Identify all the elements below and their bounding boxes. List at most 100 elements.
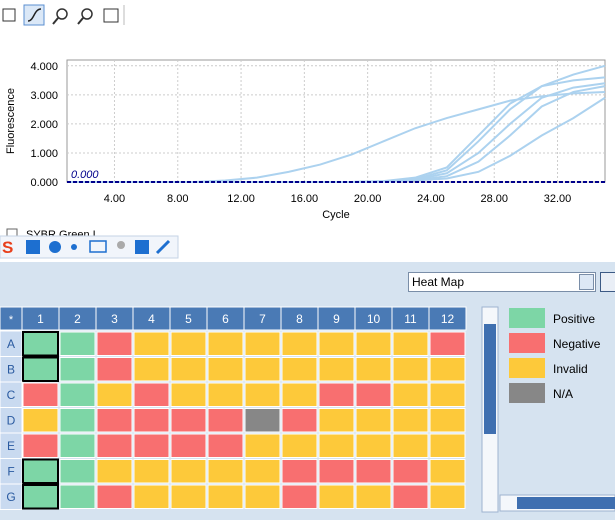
y-tick-label: 3.000: [30, 90, 58, 102]
well-cell: [281, 357, 318, 382]
well-cell: [96, 331, 133, 356]
well-cell: [170, 459, 207, 484]
well-cell: [318, 357, 355, 382]
column-label: 4: [148, 312, 155, 326]
well-cell: [318, 433, 355, 458]
well-cell: [281, 459, 318, 484]
heatmap: * 1 2 3 4 5 6 7 8 9 10 11 12ABCDEFGPositiveNegativeI…: [0, 306, 615, 513]
y-tick-label: 0.000: [30, 177, 58, 189]
y-tick-label: 4.000: [30, 61, 58, 73]
well-cell: [392, 357, 429, 382]
well-cell: [170, 408, 207, 433]
well-cell: [281, 331, 318, 356]
well-cell: [96, 459, 133, 484]
well-cell: [59, 484, 96, 509]
v-scroll-thumb[interactable]: [484, 324, 496, 434]
well-cell: [133, 484, 170, 509]
zoom-handle: [77, 17, 84, 25]
well-cell: [207, 433, 244, 458]
well-cell: [22, 484, 59, 510]
well-cell: [392, 382, 429, 407]
well-cell: [170, 433, 207, 458]
well-cell: [133, 357, 170, 382]
legend-tool[interactable]: [103, 8, 119, 23]
well-cell: [429, 484, 466, 509]
legend-label: Negative: [553, 337, 601, 351]
column-label: 9: [333, 312, 340, 326]
well-cell: [244, 357, 281, 382]
zoom-out-tool[interactable]: [81, 8, 93, 20]
well-cell: [429, 408, 466, 433]
well-cell: [96, 408, 133, 433]
well-cell: [22, 356, 59, 382]
row-label: F: [7, 465, 14, 479]
well-cell: [392, 433, 429, 458]
well-cell: [207, 357, 244, 382]
well-cell: [355, 408, 392, 433]
x-tick-label: 4.00: [104, 193, 125, 205]
column-label: 1: [37, 312, 44, 326]
x-tick-label: 32.00: [544, 193, 572, 205]
legend-label: Invalid: [553, 362, 588, 376]
h-scroll-thumb[interactable]: [517, 497, 615, 509]
well-cell: [22, 458, 59, 484]
well-cell: [281, 433, 318, 458]
well-cell: [59, 408, 96, 433]
plot-area: [66, 59, 606, 183]
threshold-label: 0.000: [71, 169, 99, 181]
view-dropdown[interactable]: Heat Map: [408, 272, 596, 292]
x-tick-label: 12.00: [227, 193, 255, 205]
well-cell: [133, 459, 170, 484]
column-label: 2: [74, 312, 81, 326]
dropdown-arrow[interactable]: [579, 274, 594, 290]
well-cell: [22, 408, 59, 433]
x-axis-label: Cycle: [322, 209, 350, 221]
x-tick-label: 20.00: [354, 193, 382, 205]
zoom-handle: [52, 17, 59, 25]
well-cell: [318, 484, 355, 509]
well-cell: [281, 484, 318, 509]
well-cell: [96, 484, 133, 509]
well-cell: [96, 357, 133, 382]
plot: 0.000 1.000 2.000 3.000 4.000 4.00 8.00 12.00 16…: [30, 60, 606, 205]
well-cell: [59, 357, 96, 382]
view-dropdown-text: Heat Map: [412, 275, 465, 289]
well-cell: [281, 408, 318, 433]
y-tick-label: 2.000: [30, 119, 58, 131]
row-label: A: [7, 337, 15, 351]
row-label: E: [7, 439, 15, 453]
well-cell: [244, 433, 281, 458]
row-label: C: [7, 388, 16, 402]
well-cell: [392, 459, 429, 484]
well-cell: [59, 459, 96, 484]
well-cell: [244, 382, 281, 407]
well-cell: [392, 331, 429, 356]
well-cell: [170, 357, 207, 382]
y-tick-label: 1.000: [30, 148, 58, 160]
well-cell: [22, 331, 59, 357]
well-cell: [244, 408, 281, 433]
select-tool[interactable]: [2, 8, 16, 22]
heatmap-panel: Heat Map * 1 2 3 4 5 6 7 8 9 10 11 12 A B C D E F G Positive…: [0, 262, 615, 520]
column-label: 12: [441, 312, 455, 326]
legend-swatch: [509, 358, 545, 378]
zoom-in-tool[interactable]: [56, 8, 68, 20]
legend-label: Positive: [553, 312, 595, 326]
well-cell: [318, 331, 355, 356]
well-cell: [59, 433, 96, 458]
view-button[interactable]: [600, 272, 615, 292]
legend-swatch: [509, 383, 545, 403]
well-cell: [59, 331, 96, 356]
well-cell: [96, 382, 133, 407]
legend-label: N/A: [553, 387, 573, 401]
chart-panel: Fluorescence Cycle 0.000 1.000 2.000 3.000 4…: [0, 4, 606, 259]
well-cell: [207, 484, 244, 509]
well-cell: [429, 331, 466, 356]
well-cell: [318, 382, 355, 407]
well-cell: [355, 484, 392, 509]
well-cell: [429, 459, 466, 484]
well-cell: [318, 459, 355, 484]
well-cell: [207, 331, 244, 356]
toolbar: [2, 4, 125, 26]
